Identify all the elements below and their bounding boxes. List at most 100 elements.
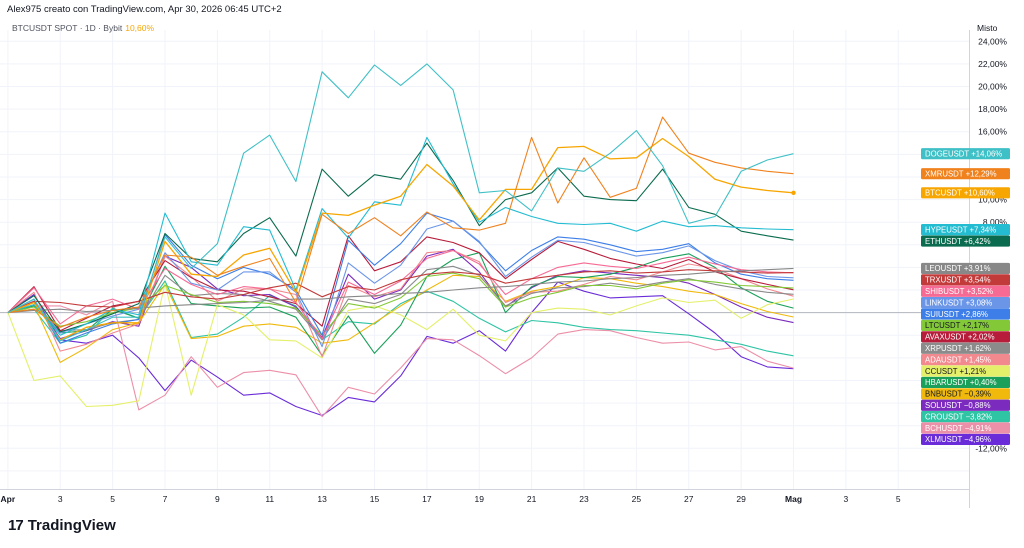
- series-label-adausdt: ADAUSDT +1,45%: [921, 354, 1010, 366]
- series-label-bg: [921, 308, 1010, 320]
- series-label-text: TRXUSDT +3,54%: [925, 276, 991, 285]
- x-tick-label: 15: [370, 494, 380, 504]
- series-label-bg: [921, 376, 1010, 389]
- series-label-dogeusdt: DOGEUSDT +14,06%: [921, 148, 1010, 160]
- series-label-bg: [921, 262, 1010, 275]
- series-label-text: LEOUSDT +3,91%: [925, 264, 991, 273]
- series-label-ethusdt: ETHUSDT +6,42%: [921, 235, 1010, 247]
- series-label-xrpusdt: XRPUSDT +1,62%: [921, 342, 1010, 354]
- series-line-ccusdt: [7, 282, 794, 408]
- x-tick-label: 3: [58, 494, 63, 504]
- y-tick-label: 22,00%: [978, 59, 1007, 69]
- x-tick-label: 23: [579, 494, 589, 504]
- series-label-bg: [921, 388, 1010, 400]
- series-line-ethusdt: [7, 142, 794, 333]
- series-label-bg: [921, 187, 1010, 199]
- y-tick-label: 20,00%: [978, 82, 1007, 92]
- series-label-text: XLMUSDT −4,96%: [925, 435, 991, 444]
- series-last-value-labels: DOGEUSDT +14,06% XMRUSDT +12,29% BTCUSDT +…: [921, 148, 1010, 446]
- series-line-shibusdt: [7, 249, 794, 340]
- price-axis: 24,00% 22,00% 20,00% 18,00% 16,00% 10,00% 8,00…: [975, 36, 1007, 453]
- series-label-bg: [921, 235, 1010, 247]
- series-label-ltcusdt: LTCUSDT +2,17%: [921, 319, 1010, 332]
- x-tick-label: 3: [844, 494, 849, 504]
- series-label-text: SOLUSDT −0,88%: [925, 401, 991, 410]
- series-label-text: HYPEUSDT +7,34%: [925, 225, 996, 234]
- series-line-crousdt: [7, 280, 794, 357]
- series-line-avaxusdt: [7, 235, 794, 332]
- y-tick-label: 8,00%: [983, 217, 1008, 227]
- series-label-bg: [921, 365, 1010, 377]
- time-axis: Apr 3 5 7 9 11 13 15 17 19 21 23 25 27 29 Mag 3 5: [1, 494, 901, 504]
- series-label-hypeusdt: HYPEUSDT +7,34%: [921, 224, 1010, 236]
- series-line-trxusdt: [7, 269, 794, 314]
- series-label-shibusdt: SHIBUSDT +3,52%: [921, 285, 1010, 297]
- x-tick-label: 7: [163, 494, 168, 504]
- series-lines: [7, 63, 796, 418]
- series-label-bg: [921, 433, 1010, 446]
- series-line-solusdt: [7, 248, 794, 340]
- series-label-text: ETHUSDT +6,42%: [925, 237, 991, 246]
- chart-grid: [0, 30, 969, 489]
- y-tick-label: 24,00%: [978, 36, 1007, 46]
- y-tick-label: 16,00%: [978, 127, 1007, 137]
- series-label-bg: [921, 274, 1010, 286]
- series-line-suiusdt: [7, 212, 794, 344]
- tradingview-logo[interactable]: 17 TradingView: [8, 517, 116, 534]
- series-label-bg: [921, 342, 1010, 354]
- series-label-xmrusdt: XMRUSDT +12,29%: [921, 168, 1010, 180]
- series-line-dogeusdt: [7, 63, 794, 342]
- series-line-xlmusdt: [7, 281, 794, 417]
- series-label-hbarusdt: HBARUSDT +0,40%: [921, 376, 1010, 389]
- x-tick-label: 19: [475, 494, 485, 504]
- series-line-btcusdt: [7, 137, 794, 341]
- series-label-xlmusdt: XLMUSDT −4,96%: [921, 433, 1010, 446]
- symbol-legend-text: BTCUSDT SPOT · 1D · Bybit: [12, 23, 123, 33]
- series-label-text: HBARUSDT +0,40%: [925, 378, 997, 387]
- series-label-bchusdt: BCHUSDT −4,91%: [921, 422, 1010, 434]
- series-label-text: SHIBUSDT +3,52%: [925, 287, 993, 296]
- series-label-bnbusdt: BNBUSDT −0,39%: [921, 388, 1010, 400]
- x-tick-label: 21: [527, 494, 537, 504]
- series-label-crousdt: CROUSDT −3,82%: [921, 411, 1010, 423]
- series-label-text: CROUSDT −3,82%: [925, 412, 992, 421]
- series-label-solusdt: SOLUSDT −0,88%: [921, 399, 1010, 411]
- series-label-text: LTCUSDT +2,17%: [925, 321, 989, 330]
- series-label-bg: [921, 224, 1010, 236]
- x-tick-label: 5: [110, 494, 115, 504]
- series-label-bg: [921, 319, 1010, 332]
- chart-attribution: Alex975 creato con TradingView.com, Apr …: [7, 4, 282, 15]
- x-tick-label: 25: [632, 494, 642, 504]
- x-tick-label: 29: [736, 494, 746, 504]
- series-label-btcusdt: BTCUSDT +10,60%: [921, 187, 1010, 199]
- series-label-leousdt: LEOUSDT +3,91%: [921, 262, 1010, 275]
- series-label-text: BTCUSDT +10,60%: [925, 189, 995, 198]
- y-tick-label: -12,00%: [975, 443, 1007, 453]
- series-label-bg: [921, 411, 1010, 423]
- x-tick-label: 13: [317, 494, 327, 504]
- series-label-linkusdt: LINKUSDT +3,08%: [921, 297, 1010, 309]
- series-label-bg: [921, 297, 1010, 309]
- series-label-text: ADAUSDT +1,45%: [925, 355, 991, 364]
- series-last-point-btcusdt: [791, 190, 796, 195]
- series-label-avaxusdt: AVAXUSDT +2,02%: [921, 331, 1010, 343]
- x-tick-label: Apr: [1, 494, 16, 504]
- series-label-bg: [921, 168, 1010, 180]
- series-label-text: DOGEUSDT +14,06%: [925, 149, 1002, 158]
- series-label-text: XMRUSDT +12,29%: [925, 169, 997, 178]
- series-line-bchusdt: [7, 300, 794, 418]
- series-label-text: SUIUSDT +2,86%: [925, 310, 988, 319]
- scale-mode-label[interactable]: Misto: [977, 23, 998, 33]
- series-label-text: BCHUSDT −4,91%: [925, 424, 991, 433]
- x-tick-label: 9: [215, 494, 220, 504]
- series-label-bg: [921, 399, 1010, 411]
- tradingview-mark-icon: 17: [8, 517, 24, 534]
- series-label-suiusdt: SUIUSDT +2,86%: [921, 308, 1010, 320]
- x-tick-label: 5: [896, 494, 901, 504]
- symbol-legend[interactable]: BTCUSDT SPOT · 1D · Bybit 10,60%: [12, 23, 154, 33]
- series-label-bg: [921, 422, 1010, 434]
- series-label-bg: [921, 148, 1010, 160]
- series-label-bg: [921, 354, 1010, 366]
- series-label-text: BNBUSDT −0,39%: [925, 390, 991, 399]
